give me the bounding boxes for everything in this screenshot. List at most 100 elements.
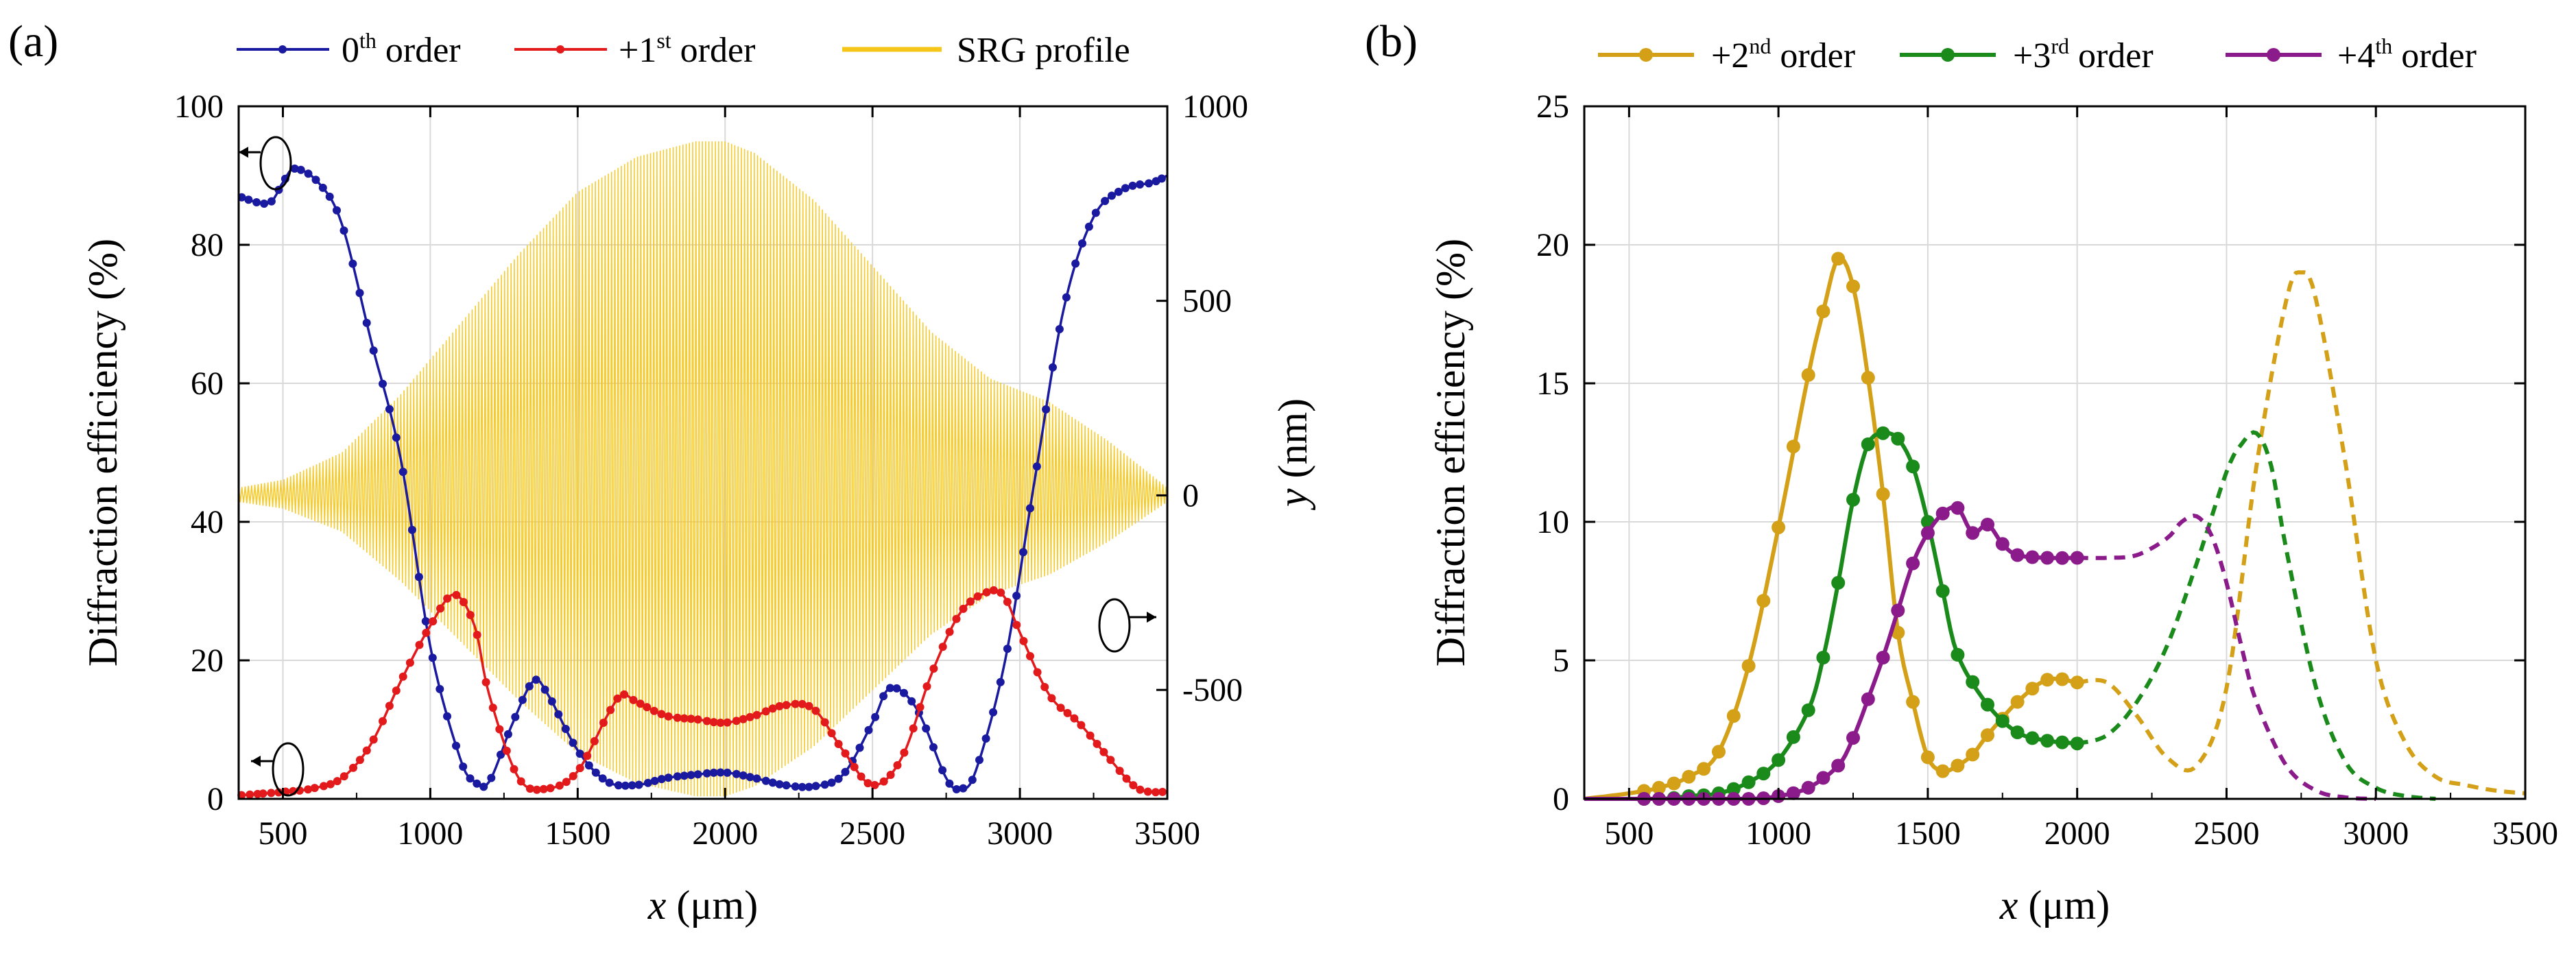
point-2nd-order bbox=[1920, 750, 1935, 765]
line-3rd-order bbox=[1584, 431, 2077, 801]
point-4th-order bbox=[1846, 731, 1860, 745]
panel-a-y2label: y (nm) bbox=[1270, 398, 1315, 511]
point-3rd-order bbox=[1876, 426, 1890, 440]
panel-a-chart: 500 1000 1500 2000 2500 3000 3500 0 20 40 60 80 100 -… bbox=[80, 28, 1315, 928]
legend-item-2nd-order: +2nd order bbox=[1598, 34, 1855, 75]
point-1st-order bbox=[1077, 721, 1086, 730]
point-0th-order bbox=[1062, 293, 1071, 302]
point-1st-order bbox=[392, 686, 401, 695]
point-0th-order bbox=[673, 772, 682, 781]
x-tick-label: 1000 bbox=[1745, 815, 1811, 852]
axis-indicator-annotations bbox=[239, 136, 1156, 797]
point-1st-order bbox=[488, 704, 497, 712]
point-0th-order bbox=[621, 781, 630, 790]
point-1st-order bbox=[1019, 636, 1028, 645]
point-0th-order bbox=[362, 318, 371, 327]
x-tick-label: 500 bbox=[1604, 815, 1654, 852]
point-0th-order bbox=[1101, 197, 1110, 206]
point-1st-order bbox=[952, 614, 961, 623]
point-0th-order bbox=[1084, 222, 1093, 231]
point-0th-order bbox=[1032, 462, 1041, 471]
point-1st-order bbox=[629, 695, 638, 704]
point-0th-order bbox=[554, 710, 563, 719]
point-4th-order bbox=[2070, 551, 2084, 565]
point-3rd-order bbox=[1816, 651, 1830, 664]
point-2nd-order bbox=[1651, 780, 1666, 795]
point-0th-order bbox=[497, 750, 505, 759]
point-1st-order bbox=[1012, 621, 1021, 629]
x-tick-label: 3500 bbox=[1134, 815, 1200, 852]
point-0th-order bbox=[643, 778, 652, 787]
legend-item-4th-order: +4th order bbox=[2226, 34, 2477, 75]
point-3rd-order bbox=[1995, 714, 2009, 728]
point-0th-order bbox=[871, 712, 880, 721]
point-1st-order bbox=[510, 765, 518, 773]
point-1st-order bbox=[982, 588, 991, 597]
point-1st-order bbox=[379, 717, 387, 725]
point-0th-order bbox=[267, 197, 276, 206]
y-tick-label: 25 bbox=[1536, 88, 1569, 125]
point-2nd-order bbox=[1891, 625, 1905, 640]
point-1st-order bbox=[583, 752, 592, 760]
point-1st-order bbox=[989, 586, 998, 595]
point-2nd-order bbox=[1816, 304, 1830, 318]
panel-b-series bbox=[1584, 252, 2526, 806]
point-1st-order bbox=[516, 777, 525, 786]
point-0th-order bbox=[1042, 405, 1051, 413]
point-4th-order bbox=[1801, 780, 1815, 795]
point-1st-order bbox=[1122, 774, 1131, 783]
point-0th-order bbox=[732, 769, 741, 778]
point-4th-order bbox=[1981, 518, 1994, 531]
point-1st-order bbox=[1136, 785, 1145, 794]
point-1st-order bbox=[385, 701, 394, 710]
panel-b-chart: 500 1000 1500 2000 2500 3000 3500 0 5 10 15 20 25 Di… bbox=[1428, 34, 2558, 928]
point-2nd-order bbox=[2055, 672, 2069, 686]
point-1st-order bbox=[664, 712, 673, 721]
left-axis-ellipse-0th bbox=[259, 136, 292, 191]
point-0th-order bbox=[1026, 504, 1034, 513]
y-tick-label: 100 bbox=[174, 88, 224, 125]
point-2nd-order bbox=[1726, 709, 1741, 723]
y-tick-label: 0 bbox=[1553, 781, 1569, 817]
legend-label-0th: 0th order bbox=[342, 28, 461, 70]
point-0th-order bbox=[428, 653, 437, 662]
point-3rd-order bbox=[1981, 697, 1994, 712]
point-0th-order bbox=[452, 741, 460, 750]
point-0th-order bbox=[1019, 548, 1027, 557]
point-1st-order bbox=[768, 704, 777, 713]
line-2nd-order bbox=[1584, 256, 2078, 801]
point-0th-order bbox=[407, 525, 416, 534]
point-0th-order bbox=[959, 784, 968, 793]
point-0th-order bbox=[1128, 181, 1137, 190]
point-0th-order bbox=[709, 768, 718, 777]
point-1st-order bbox=[804, 701, 813, 710]
point-2nd-order bbox=[1741, 659, 1756, 673]
point-0th-order bbox=[1114, 187, 1123, 196]
legend-marker-4th bbox=[2267, 48, 2280, 62]
point-0th-order bbox=[311, 176, 320, 184]
point-1st-order bbox=[569, 771, 577, 780]
x-tick-label: 3500 bbox=[2492, 815, 2558, 852]
point-4th-order bbox=[1966, 526, 1980, 540]
point-1st-order bbox=[398, 672, 407, 681]
right-axis-ellipse-srg bbox=[1098, 598, 1131, 653]
point-1st-order bbox=[429, 617, 438, 626]
point-1st-order bbox=[267, 789, 276, 797]
point-1st-order bbox=[481, 677, 490, 686]
point-1st-order bbox=[687, 715, 695, 723]
point-0th-order bbox=[952, 785, 961, 793]
point-3rd-order bbox=[1935, 584, 1950, 598]
point-0th-order bbox=[900, 688, 908, 697]
point-1st-order bbox=[732, 717, 741, 725]
point-1st-order bbox=[1003, 597, 1012, 606]
point-2nd-order bbox=[1951, 758, 1965, 773]
point-3rd-order bbox=[1891, 431, 1905, 446]
point-1st-order bbox=[841, 749, 850, 758]
point-1st-order bbox=[310, 784, 319, 793]
point-1st-order bbox=[709, 718, 718, 727]
point-1st-order bbox=[959, 604, 968, 613]
point-0th-order bbox=[782, 781, 791, 790]
point-1st-order bbox=[575, 764, 584, 773]
panel-b-ylabel: Diffraction efficiency (%) bbox=[1428, 239, 1473, 667]
point-1st-order bbox=[1056, 704, 1065, 712]
